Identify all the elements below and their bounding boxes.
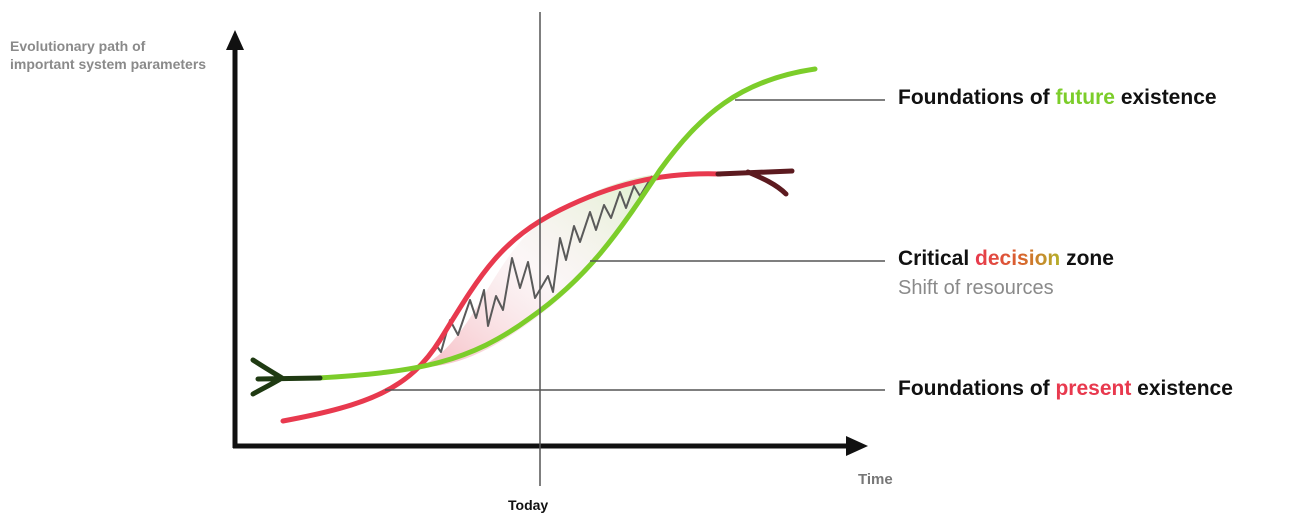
callout-highlight: future [1055,86,1115,109]
callout-text: Foundations of [898,86,1056,109]
present-curve-tail [715,168,795,197]
callout-text: Critical [898,247,976,270]
callout-text: zone [1060,247,1114,270]
critical-zone-subtitle: Shift of resources [898,277,1054,299]
resource-shift-zigzag [425,175,653,361]
future-curve-tail [250,357,323,397]
callout-text: existence [1131,377,1233,400]
y-axis-label: Evolutionary path of important system pa… [10,38,207,72]
future-existence-curve [315,66,818,381]
today-label: Today [508,497,549,513]
callout-highlight: present [1055,377,1132,400]
y-axis-arrowhead [226,30,244,50]
future-existence-callout: Foundations of future existence [898,86,1217,110]
present-existence-callout: Foundations of present existence [898,377,1233,401]
callout-text: existence [1114,86,1217,109]
x-axis-label: Time [858,471,893,488]
present-existence-curve [280,171,723,424]
critical-zone-callout: Critical decision zone [898,247,1114,271]
callout-text: Foundations of [898,377,1056,400]
callout-highlight: decision [975,247,1061,270]
x-axis-arrowhead [846,436,868,456]
